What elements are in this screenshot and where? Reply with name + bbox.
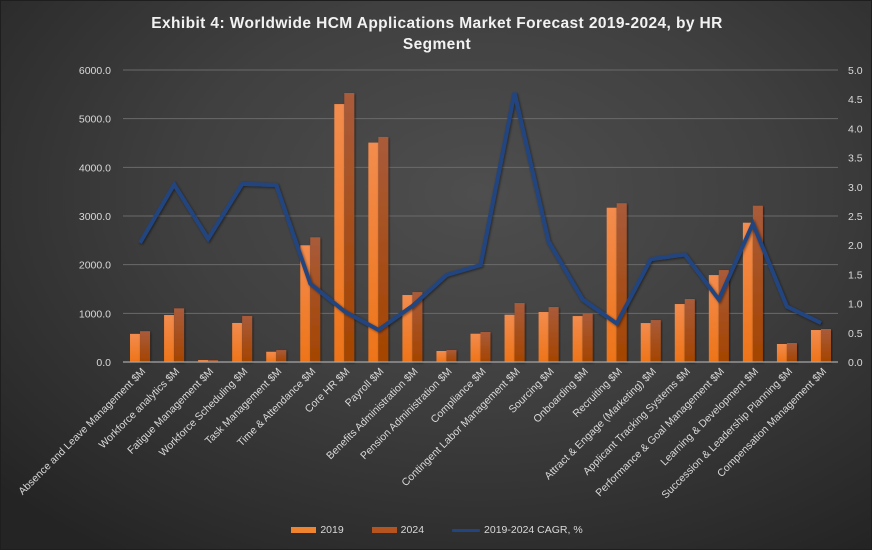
y-axis-left-tick: 3000.0 [79, 211, 111, 223]
bar-2024 [174, 308, 185, 362]
y-axis-right-tick: 2.0 [848, 240, 863, 252]
bar-2019 [572, 316, 583, 362]
bar-2019 [300, 245, 311, 362]
bar-2019 [198, 360, 209, 362]
bar-2019 [708, 275, 719, 362]
legend-swatch-cagr [452, 528, 481, 532]
bar-2024 [242, 316, 253, 362]
legend-label-cagr: 2019-2024 CAGR, % [484, 524, 583, 536]
bar-2019 [266, 351, 277, 362]
bar-2024 [446, 350, 457, 362]
bar-2019 [742, 222, 753, 362]
bar-2024 [276, 350, 287, 362]
y-axis-right-tick: 0.5 [848, 328, 863, 340]
bar-2019 [504, 314, 515, 362]
y-axis-left-tick: 6000.0 [79, 65, 111, 77]
y-axis-right-tick: 3.0 [848, 182, 863, 194]
legend: 2019 2024 2019-2024 CAGR, % [1, 524, 872, 536]
bar-2019 [674, 304, 685, 362]
y-axis-left-tick: 4000.0 [79, 162, 111, 174]
y-axis-right-tick: 0.0 [848, 357, 863, 369]
bar-2019 [368, 142, 379, 362]
legend-label-2019: 2019 [320, 524, 344, 536]
x-axis-category-label: Absence and Leave Management $M [16, 366, 148, 498]
bar-2024 [616, 203, 627, 362]
y-axis-right-tick: 2.5 [848, 211, 863, 223]
legend-label-2024: 2024 [400, 524, 425, 536]
bar-2024 [650, 320, 661, 362]
y-axis-right-tick: 5.0 [848, 65, 863, 77]
bar-2024 [140, 331, 151, 362]
legend-item-2019: 2019 [291, 524, 344, 536]
bar-2019 [334, 104, 345, 363]
y-axis-right-tick: 1.5 [848, 269, 863, 281]
y-axis-left-tick: 5000.0 [79, 114, 111, 126]
bar-2024 [310, 237, 321, 362]
y-axis-right-tick: 4.5 [848, 94, 863, 106]
bar-2024 [820, 329, 831, 362]
x-axis-category-label: Performance & Goal Management $M [593, 366, 727, 500]
bar-2024 [344, 93, 355, 362]
y-axis-right-tick: 3.5 [848, 153, 863, 165]
bar-2019 [776, 343, 787, 362]
legend-swatch-2024 [371, 527, 397, 533]
bar-2019 [164, 315, 175, 362]
y-axis-right-tick: 4.0 [848, 123, 863, 135]
bar-2019 [232, 322, 243, 362]
bar-2019 [402, 295, 413, 362]
legend-swatch-2019 [291, 527, 317, 533]
bar-2019 [470, 333, 481, 362]
bar-2019 [538, 312, 549, 362]
bar-2024 [718, 270, 729, 362]
bar-2019 [810, 330, 821, 362]
bar-2024 [786, 343, 797, 362]
y-axis-left-tick: 1000.0 [79, 308, 111, 320]
chart-title-line1: Exhibit 4: Worldwide HCM Applications Ma… [151, 15, 723, 32]
bar-2019 [130, 333, 141, 362]
bar-2024 [684, 299, 695, 362]
bar-2019 [640, 323, 651, 362]
chart-title: Exhibit 4: Worldwide HCM Applications Ma… [1, 13, 872, 55]
bar-2024 [480, 332, 491, 362]
y-axis-left-tick: 0.0 [96, 357, 111, 369]
y-axis-right-tick: 1.0 [848, 299, 863, 311]
bar-2024 [412, 292, 423, 362]
bar-2024 [378, 136, 389, 362]
bar-2024 [208, 360, 219, 362]
legend-item-cagr: 2019-2024 CAGR, % [452, 524, 583, 536]
bar-2024 [514, 303, 525, 362]
y-axis-left-tick: 2000.0 [79, 260, 111, 272]
bar-2024 [582, 313, 593, 362]
bar-2019 [436, 351, 447, 362]
bar-2024 [548, 307, 559, 362]
bar-2024 [752, 205, 763, 362]
bar-2019 [606, 207, 617, 362]
cagr-line [138, 92, 822, 333]
chart-title-line2: Segment [402, 36, 472, 53]
legend-item-2024: 2024 [371, 524, 425, 536]
